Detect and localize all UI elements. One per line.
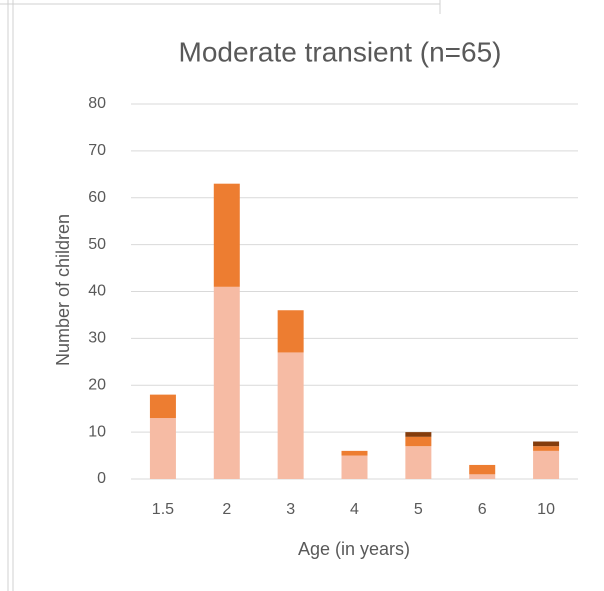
bar-segment [533,446,560,451]
x-axis-label: Age (in years) [298,539,410,559]
y-tick-label: 60 [88,189,106,206]
y-tick-label: 50 [88,236,106,253]
bar-segment [213,183,240,287]
bar-segment [533,441,560,447]
x-tick-label: 2 [222,501,231,518]
y-tick-label: 10 [88,423,106,440]
y-tick-label: 20 [88,376,106,393]
x-tick-label: 5 [414,501,423,518]
x-tick-label: 4 [350,501,359,518]
bar-segment [469,464,496,475]
bar-segment [149,418,176,479]
y-tick-label: 40 [88,283,106,300]
bar-segment [341,455,368,479]
bar-segment [341,450,368,456]
bar-segment [277,310,304,353]
bar-segment [405,436,432,447]
y-tick-label: 80 [88,95,106,112]
bar-segment [213,286,240,479]
y-axis-label: Number of children [53,214,73,366]
bar-segment [405,446,432,479]
x-tick-label: 6 [478,501,487,518]
y-tick-label: 30 [88,330,106,347]
bar-segment [277,352,304,479]
bar-segment [469,474,496,479]
bar-segment [149,394,176,419]
x-tick-label: 1.5 [152,501,174,518]
x-tick-label: 10 [537,501,555,518]
chart-title: Moderate transient (n=65) [179,36,502,67]
bar-segment [405,432,432,437]
y-tick-label: 70 [88,142,106,159]
bar-segment [533,450,560,479]
y-tick-label: 0 [97,470,106,487]
x-tick-label: 3 [286,501,295,518]
